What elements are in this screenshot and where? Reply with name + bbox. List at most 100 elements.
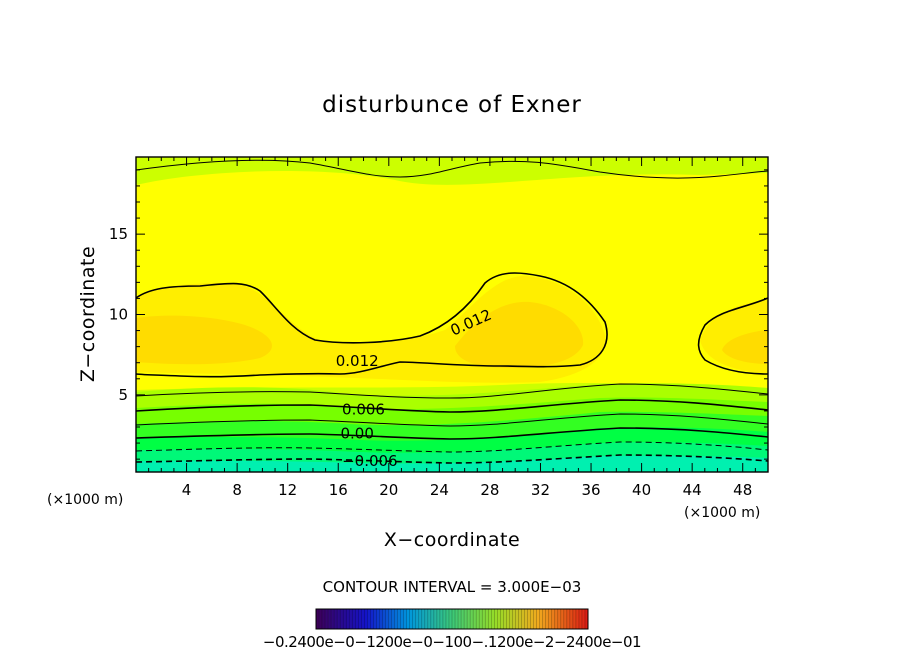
colorbar-cell (539, 609, 543, 629)
colorbar-cell (319, 609, 323, 629)
x-tick-label: 8 (232, 481, 242, 499)
contour-line-0-012-left (136, 272, 608, 378)
x-tick-label: 44 (683, 481, 702, 499)
colorbar-cell (343, 609, 347, 629)
colorbar-cell (548, 609, 553, 629)
contour-label: −0.006 (342, 452, 398, 470)
colorbar-cell (491, 609, 495, 629)
field-band-orange-center (455, 301, 584, 368)
colorbar-cell (406, 609, 410, 629)
y-axis-label: Z−coordinate (77, 246, 99, 382)
contour-label: 0.006 (342, 400, 385, 418)
x-tick-label: 4 (182, 481, 192, 499)
colorbar-cell (503, 609, 507, 629)
colorbar-cell (436, 609, 441, 629)
colorbar-cell (373, 609, 377, 629)
colorbar-cell (403, 609, 407, 629)
colorbar-cell (557, 609, 562, 629)
colorbar-cell (388, 609, 392, 629)
x-tick-label: 48 (733, 481, 752, 499)
colorbar-cell (331, 609, 335, 629)
colorbar-cell (364, 609, 368, 629)
colorbar-cell (551, 609, 556, 629)
colorbar-cell (325, 609, 329, 629)
colorbar-cell (322, 609, 326, 629)
colorbar-cell (452, 609, 456, 629)
colorbar-cell (412, 609, 417, 629)
colorbar-cell (584, 609, 589, 629)
y-tick-label: 15 (109, 225, 128, 243)
colorbar-cell (400, 609, 404, 629)
contour-label: 0.012 (336, 352, 379, 370)
colorbar-cell (476, 609, 480, 629)
colorbar-cell (385, 609, 389, 629)
colorbar-cell (421, 609, 426, 629)
colorbar-cell (397, 609, 401, 629)
colorbar-cell (536, 609, 540, 629)
colorbar-cell (509, 609, 513, 629)
contour-interval-text: CONTOUR INTERVAL = 3.000E−03 (323, 578, 582, 596)
contour-line-0-009 (136, 383, 768, 399)
colorbar-cell (506, 609, 510, 629)
colorbar-cell (370, 609, 374, 629)
colorbar-cell (448, 609, 453, 629)
colorbar-cell (334, 609, 338, 629)
colorbar-cell (554, 609, 559, 629)
colorbar-cell (581, 609, 586, 629)
colorbar-cell (355, 609, 359, 629)
colorbar-frame (315, 608, 589, 630)
colorbar-cell (497, 609, 501, 629)
colorbar-cell (349, 609, 353, 629)
colorbar-cell (518, 609, 522, 629)
colorbar-cell (479, 609, 483, 629)
colorbar-cell (415, 609, 420, 629)
contour-line-neg-0-006 (136, 454, 768, 464)
x-axis-label: X−coordinate (384, 529, 520, 551)
colorbar-cell (394, 609, 398, 629)
x-unit-left: (×1000 m) (47, 492, 123, 508)
contour-line-0-006 (136, 399, 768, 413)
colorbar-cell (464, 609, 468, 629)
field-band-cyan (136, 455, 768, 472)
colorbar-cell (337, 609, 341, 629)
colorbar-cell (485, 609, 489, 629)
colorbar-cell (560, 609, 565, 629)
contour-line-top (136, 159, 768, 179)
colorbar-cell (340, 609, 344, 629)
colorbar-cell (430, 609, 435, 629)
chart-title: disturbunce of Exner (322, 92, 582, 118)
colorbar-cell (391, 609, 395, 629)
colorbar-cell (328, 609, 332, 629)
colorbar-cell (424, 609, 429, 629)
colorbar-cell (316, 609, 320, 629)
colorbar-cell (427, 609, 432, 629)
colorbar-cell (542, 609, 546, 629)
plot-area (136, 157, 768, 472)
colorbar-cell (445, 609, 450, 629)
colorbar-cell (442, 609, 447, 629)
colorbar-cell (482, 609, 486, 629)
x-tick-label: 36 (581, 481, 600, 499)
colorbar-cell (379, 609, 383, 629)
colorbar-cell (461, 609, 465, 629)
colorbar-cell (530, 609, 534, 629)
colorbar-cell (352, 609, 356, 629)
x-tick-label: 12 (278, 481, 297, 499)
colorbar-cell (578, 609, 583, 629)
colorbar-cell (470, 609, 474, 629)
colorbar-tick-labels: −0.2400e−0−1200e−0−100−.1200e−2−2400e−01 (263, 633, 641, 651)
colorbar-cell (346, 609, 350, 629)
colorbar-cell (433, 609, 438, 629)
colorbar-cell (494, 609, 498, 629)
colorbar-cell (376, 609, 380, 629)
x-tick-label: 16 (329, 481, 348, 499)
colorbar (315, 609, 589, 629)
colorbar-cell (572, 609, 577, 629)
colorbar-cell (455, 609, 459, 629)
field-band-orange-left (136, 315, 272, 365)
colorbar-cell (409, 609, 414, 629)
colorbar-cell (500, 609, 504, 629)
colorbar-cell (488, 609, 492, 629)
colorbar-cell (358, 609, 362, 629)
